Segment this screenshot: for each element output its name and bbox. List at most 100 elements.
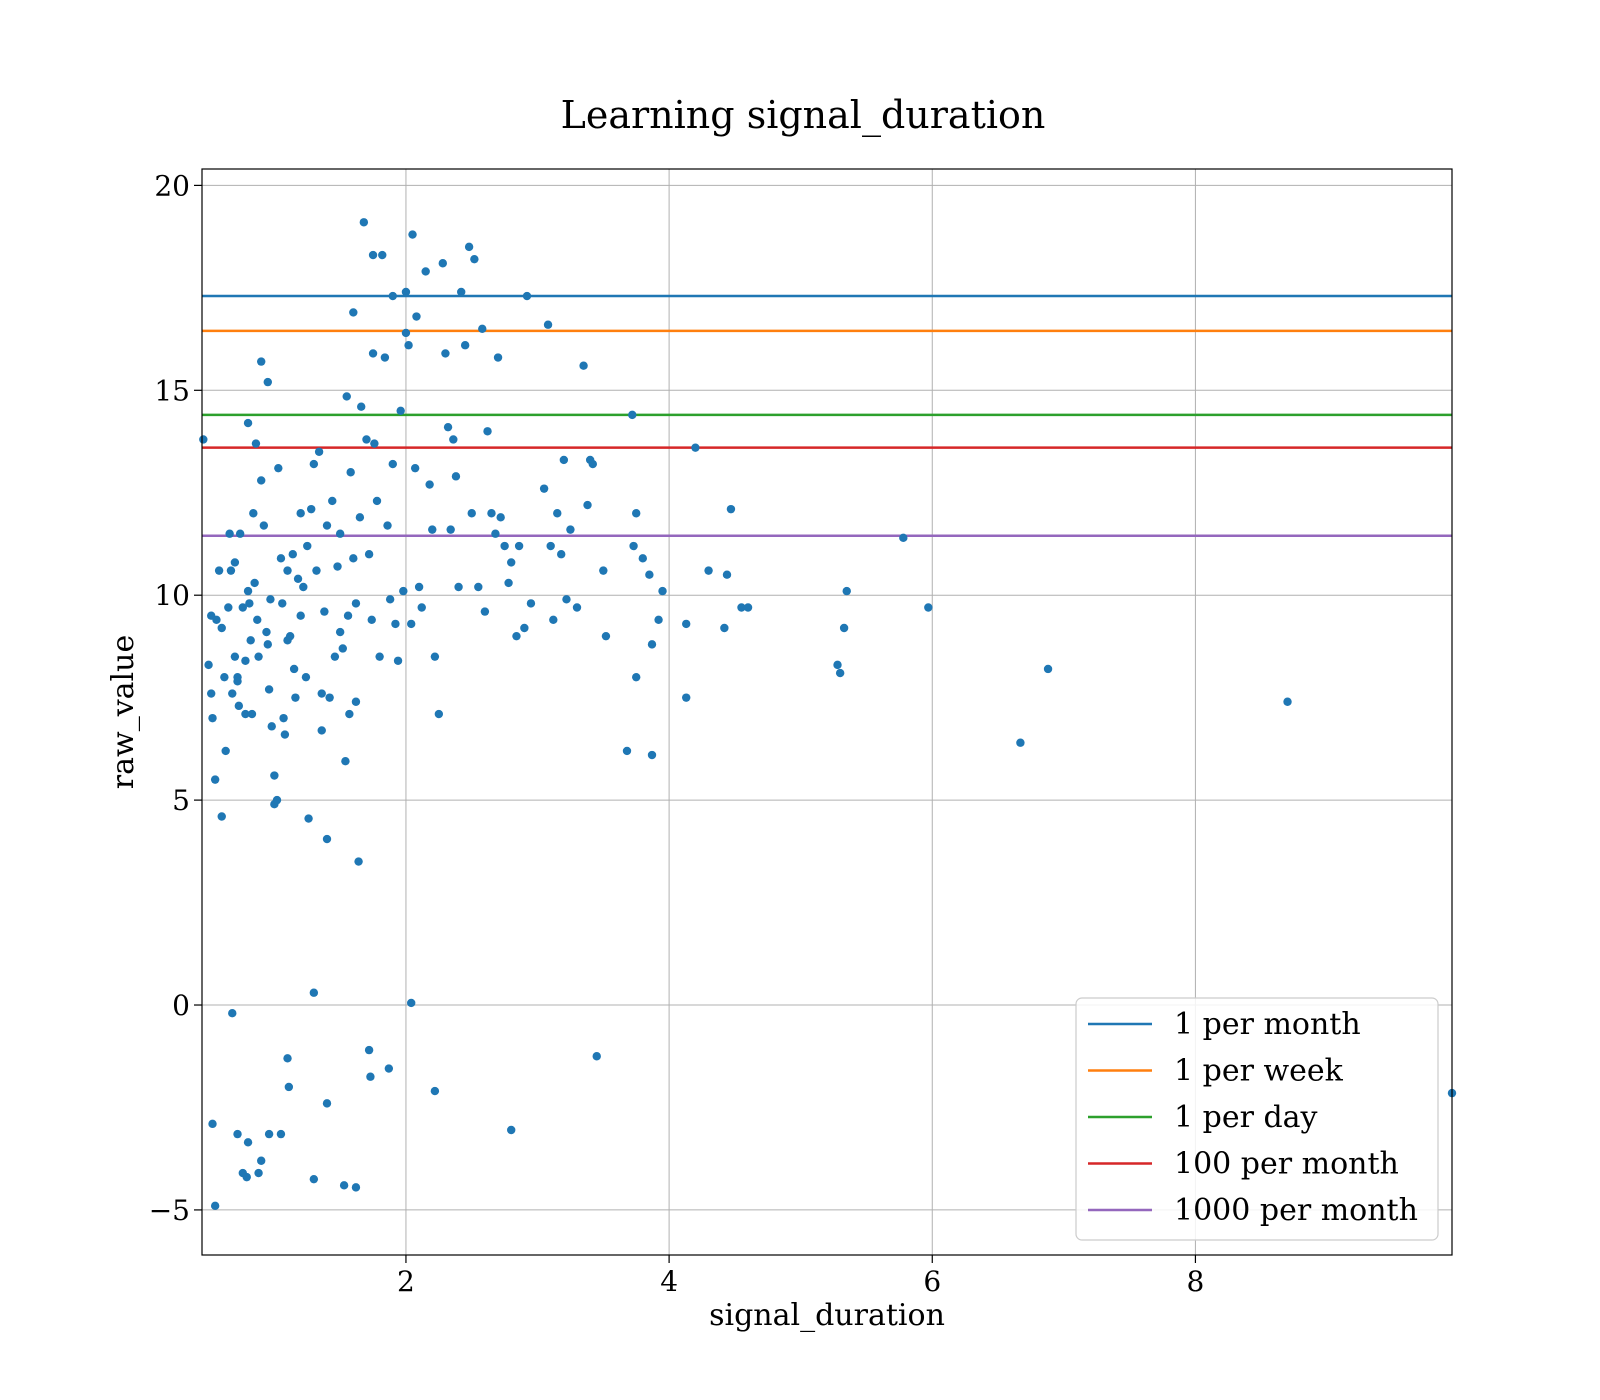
data-point [243,1138,253,1147]
data-point [654,615,663,624]
data-point [283,566,292,575]
data-point [449,435,458,444]
data-point [417,603,426,612]
data-point [245,599,254,608]
data-point [483,427,492,436]
data-point [217,812,226,821]
data-point [355,513,365,522]
data-point [224,603,233,612]
data-point [351,1183,361,1192]
data-point [720,623,729,633]
data-point [317,726,326,735]
data-point [421,267,430,276]
x-axis-label: signal_duration [709,1298,945,1333]
grid [202,169,1452,1255]
data-point [526,599,536,608]
data-point [470,254,479,264]
data-point [704,566,713,575]
data-point [345,709,354,719]
data-point [408,230,417,239]
legend-label: 1 per month [1174,1007,1361,1042]
data-point [270,771,279,780]
data-point [263,377,272,387]
data-point [241,709,250,719]
data-point [414,582,424,592]
data-point [312,566,321,575]
data-point [276,1129,286,1139]
data-point [293,574,303,584]
data-point [264,685,274,694]
data-point [682,693,691,702]
data-point [543,320,553,329]
data-point [370,439,379,448]
legend-box [1075,997,1439,1241]
data-point [257,476,266,485]
data-point [341,756,350,766]
data-point [399,586,408,596]
data-point [250,578,259,588]
data-point [500,541,509,551]
data-point [212,615,221,624]
data-point [368,250,378,260]
data-point [368,349,378,358]
data-point [430,1086,440,1096]
data-point [388,459,397,469]
data-point [233,1129,242,1139]
data-point [357,402,366,411]
data-point [367,615,376,624]
data-point [351,599,361,608]
data-point [520,623,529,633]
data-point [303,541,312,551]
data-point [285,631,295,641]
data-point [407,619,416,629]
data-point [343,611,353,620]
data-point [682,619,691,629]
data-point [743,603,753,612]
data-point [899,533,908,543]
data-point [726,504,736,514]
data-point [262,627,271,637]
data-point [238,603,247,612]
data-point [264,1129,274,1139]
data-point [351,697,361,706]
data-point [335,627,345,637]
legend-label: 100 per month [1174,1147,1399,1182]
y-axis-label: raw_value [106,635,141,789]
data-point [234,701,244,711]
data-point [522,291,532,301]
data-point [572,603,582,612]
data-point [314,447,324,456]
data-point [383,521,392,530]
data-point [632,672,641,682]
data-point [226,566,236,575]
data-point [346,468,355,477]
data-point [457,287,466,297]
data-point [539,484,549,493]
data-point [247,709,257,719]
data-point [441,349,450,358]
data-point [204,660,213,670]
data-point [401,287,411,297]
data-point [276,554,286,563]
data-point [438,259,447,268]
data-point [579,361,588,370]
x-tick-label: 4 [660,1265,678,1298]
data-point [384,1064,394,1073]
data-point [263,640,272,649]
data-point [396,406,405,415]
data-point [349,308,358,317]
data-point [253,615,262,624]
data-point [380,353,390,362]
x-tick-label: 6 [923,1265,941,1298]
data-point [566,525,575,534]
data-point [924,603,933,612]
legend-label: 1 per week [1174,1054,1344,1089]
data-point [385,595,395,604]
data-point [645,570,654,579]
data-point [1016,738,1025,747]
data-point [257,357,266,366]
data-point [339,1181,349,1190]
data-point [335,529,345,538]
y-tick-label: −5 [149,1194,190,1227]
data-point [322,834,332,844]
